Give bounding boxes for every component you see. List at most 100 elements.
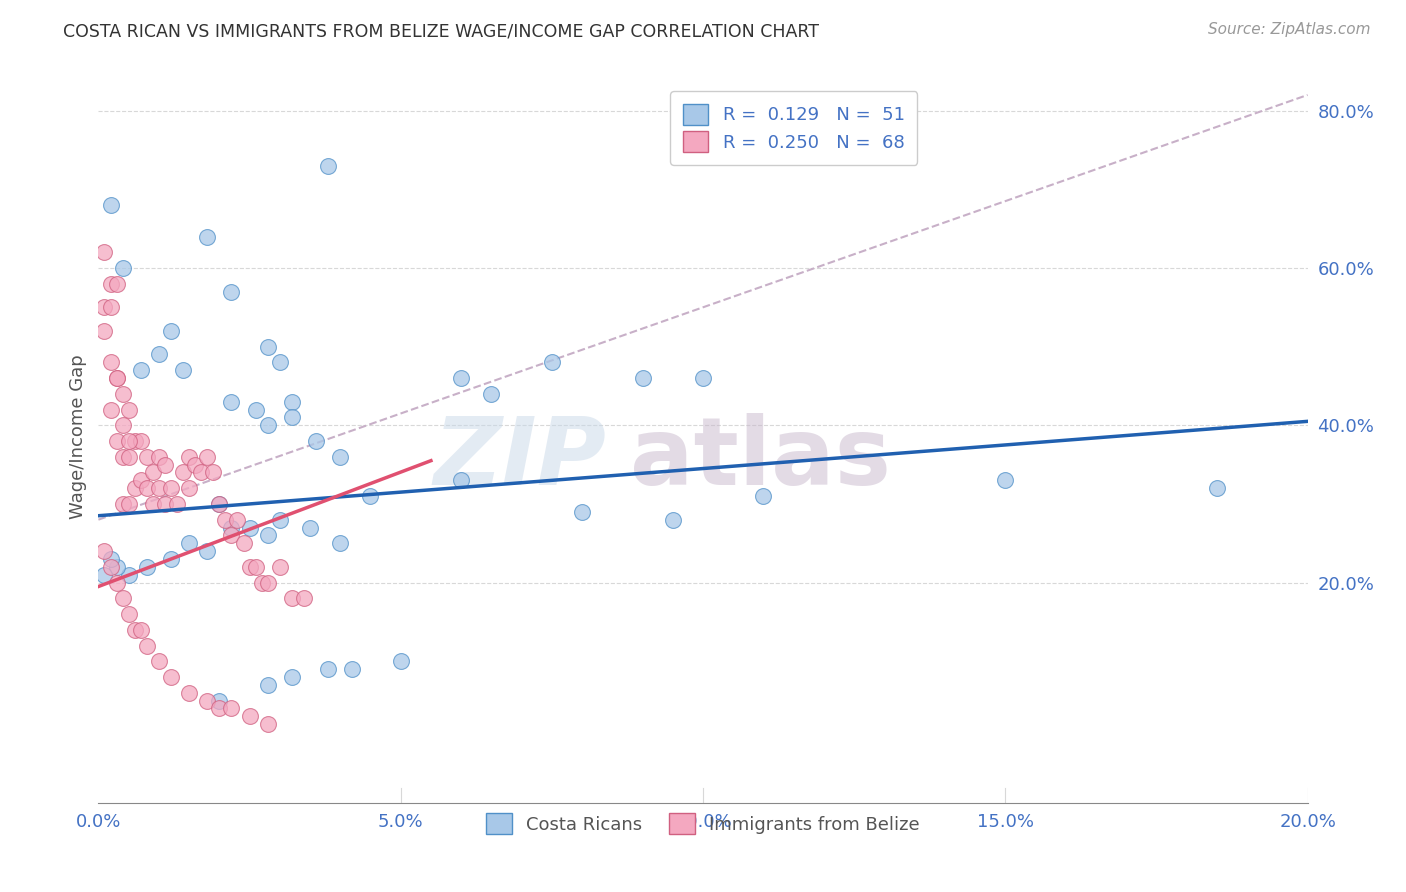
Point: [93, 301, 115, 315]
Point: [221, 285, 243, 299]
Point: [202, 466, 225, 480]
Point: [329, 536, 352, 550]
Point: [232, 536, 254, 550]
Point: [1206, 481, 1229, 495]
Point: [208, 701, 231, 715]
Point: [105, 575, 128, 590]
Point: [329, 450, 352, 464]
Point: [105, 371, 128, 385]
Point: [208, 693, 231, 707]
Point: [118, 450, 141, 464]
Point: [214, 513, 236, 527]
Point: [299, 520, 322, 534]
Point: [100, 277, 122, 291]
Point: [166, 497, 188, 511]
Point: [160, 481, 183, 495]
Point: [148, 481, 170, 495]
Point: [221, 394, 243, 409]
Point: [111, 450, 134, 464]
Point: [135, 639, 157, 653]
Point: [142, 466, 165, 480]
Point: [631, 371, 654, 385]
Point: [221, 701, 243, 715]
Point: [239, 520, 262, 534]
Point: [105, 277, 128, 291]
Point: [269, 355, 291, 369]
Point: [221, 528, 243, 542]
Point: [129, 363, 152, 377]
Point: [195, 544, 218, 558]
Point: [269, 559, 291, 574]
Point: [661, 513, 683, 527]
Point: [135, 481, 157, 495]
Legend: Costa Ricans, Immigrants from Belize: Costa Ricans, Immigrants from Belize: [475, 803, 931, 845]
Point: [994, 473, 1017, 487]
Point: [389, 654, 412, 668]
Point: [179, 536, 201, 550]
Point: [281, 670, 304, 684]
Text: COSTA RICAN VS IMMIGRANTS FROM BELIZE WAGE/INCOME GAP CORRELATION CHART: COSTA RICAN VS IMMIGRANTS FROM BELIZE WA…: [63, 22, 820, 40]
Point: [184, 458, 207, 472]
Point: [172, 363, 194, 377]
Point: [100, 559, 122, 574]
Point: [195, 693, 218, 707]
Point: [105, 371, 128, 385]
Text: atlas: atlas: [630, 413, 891, 505]
Point: [105, 434, 128, 448]
Point: [118, 497, 141, 511]
Point: [245, 559, 267, 574]
Point: [111, 260, 134, 275]
Point: [160, 670, 183, 684]
Point: [129, 434, 152, 448]
Point: [450, 371, 472, 385]
Point: [450, 473, 472, 487]
Point: [281, 394, 304, 409]
Point: [111, 497, 134, 511]
Point: [250, 575, 273, 590]
Point: [481, 387, 503, 401]
Point: [221, 520, 243, 534]
Point: [100, 301, 122, 315]
Point: [256, 340, 278, 354]
Point: [124, 481, 146, 495]
Point: [360, 489, 382, 503]
Point: [93, 324, 115, 338]
Point: [124, 623, 146, 637]
Point: [100, 552, 122, 566]
Point: [208, 497, 231, 511]
Point: [148, 450, 170, 464]
Point: [100, 355, 122, 369]
Point: [124, 434, 146, 448]
Point: [540, 355, 562, 369]
Point: [195, 229, 218, 244]
Point: [160, 324, 183, 338]
Point: [148, 654, 170, 668]
Point: [281, 591, 304, 606]
Point: [111, 387, 134, 401]
Point: [305, 434, 328, 448]
Point: [292, 591, 315, 606]
Point: [105, 559, 128, 574]
Point: [129, 473, 152, 487]
Point: [316, 159, 339, 173]
Point: [226, 513, 249, 527]
Point: [153, 458, 176, 472]
Point: [179, 450, 201, 464]
Point: [118, 434, 141, 448]
Point: [179, 481, 201, 495]
Point: [172, 466, 194, 480]
Point: [93, 245, 115, 260]
Point: [256, 717, 278, 731]
Point: [269, 513, 291, 527]
Point: [111, 591, 134, 606]
Point: [93, 567, 115, 582]
Text: Source: ZipAtlas.com: Source: ZipAtlas.com: [1208, 22, 1371, 37]
Point: [316, 662, 339, 676]
Point: [118, 402, 141, 417]
Point: [148, 347, 170, 361]
Point: [111, 418, 134, 433]
Point: [239, 709, 262, 723]
Point: [190, 466, 212, 480]
Point: [208, 497, 231, 511]
Point: [571, 505, 593, 519]
